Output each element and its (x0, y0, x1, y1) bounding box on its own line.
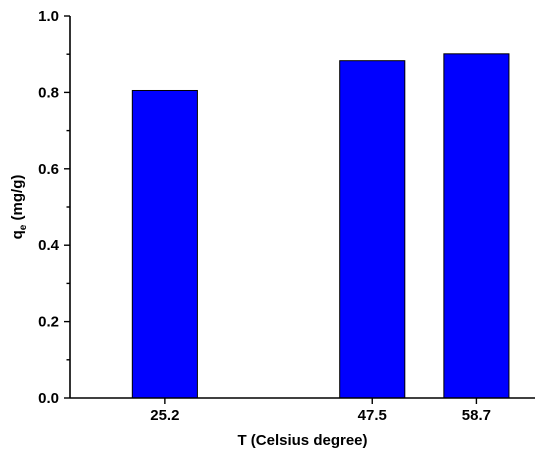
x-tick-label-2: 58.7 (462, 407, 491, 424)
y-axis-title-main: q (9, 230, 26, 239)
y-tick-label-0: 0.0 (38, 390, 59, 407)
bar-2 (443, 53, 510, 399)
y-axis-title-units: (mg/g) (9, 175, 26, 225)
x-ticks-group: 25.2 47.5 58.7 (150, 398, 491, 424)
bar-1 (339, 60, 406, 399)
y-tick-label-3: 0.6 (38, 161, 59, 178)
y-ticks-group: 0.0 0.2 0.4 0.6 0.8 1.0 (38, 8, 70, 407)
bars-group (131, 53, 510, 399)
x-tick-label-1: 47.5 (358, 407, 387, 424)
y-tick-label-2: 0.4 (38, 237, 60, 254)
y-axis-title: qe (mg/g) (9, 175, 29, 240)
y-tick-label-5: 1.0 (38, 8, 59, 25)
y-tick-label-1: 0.2 (38, 314, 59, 331)
y-tick-label-4: 0.8 (38, 84, 59, 101)
x-axis-title: T (Celsius degree) (237, 432, 367, 449)
bar-0 (131, 89, 198, 399)
y-axis-title-subscript: e (18, 224, 29, 230)
x-tick-label-0: 25.2 (150, 407, 179, 424)
